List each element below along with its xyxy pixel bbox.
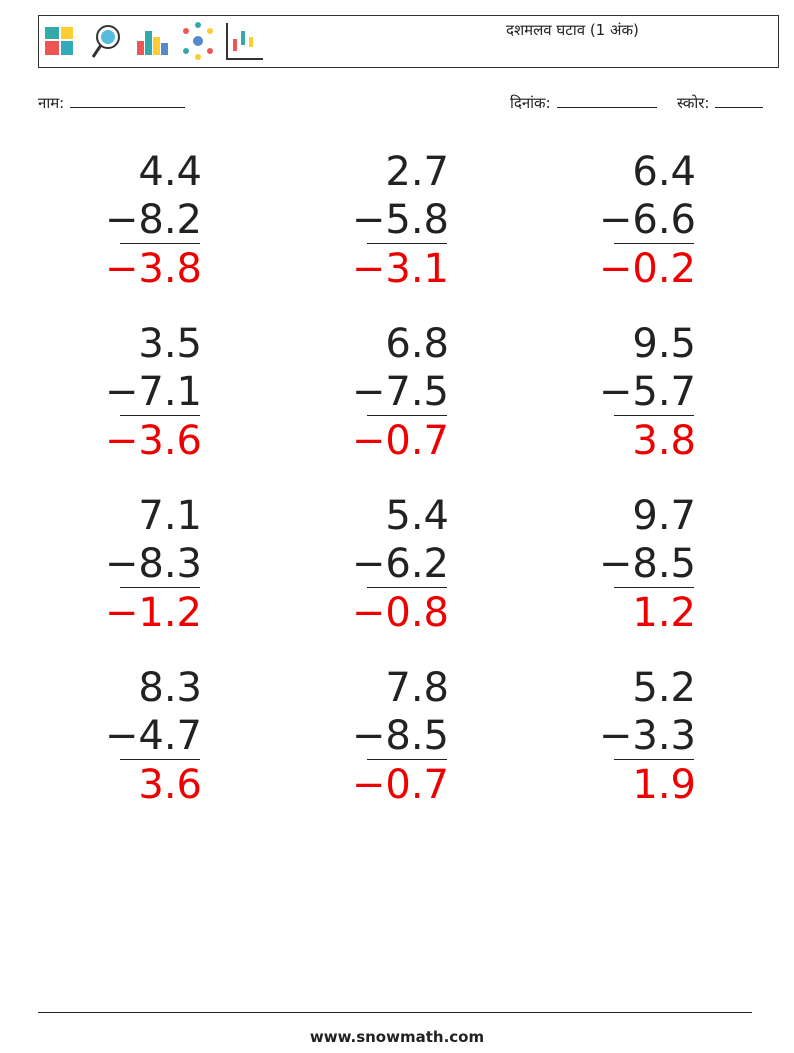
bottom-number: −7.1 <box>104 369 202 415</box>
answer: −0.7 <box>351 418 449 464</box>
footer-rule <box>38 1012 752 1013</box>
title: दशमलव घटाव (1 अंक) <box>470 20 639 40</box>
answer: −0.8 <box>351 590 449 636</box>
answer-rule <box>367 759 447 760</box>
top-number: 4.4 <box>138 149 202 195</box>
answer: −3.1 <box>351 246 449 292</box>
name-label: नाम: <box>38 94 65 112</box>
bottom-number: −5.7 <box>598 369 696 415</box>
blank <box>70 93 186 108</box>
answer-rule <box>614 415 694 416</box>
score-field: स्कोर: <box>677 93 764 113</box>
bottom-number: −6.6 <box>598 197 696 243</box>
blank <box>715 93 764 108</box>
top-number: 2.7 <box>385 149 449 195</box>
answer-rule <box>120 243 200 244</box>
answer-rule <box>367 415 447 416</box>
bottom-number: −5.8 <box>351 197 449 243</box>
footer: www.snowmath.com <box>309 1028 485 1046</box>
answer-rule <box>120 415 200 416</box>
answer-rule <box>120 587 200 588</box>
bottom-number: −8.5 <box>351 713 449 759</box>
answer: 3.8 <box>632 418 696 464</box>
answer: 1.2 <box>632 590 696 636</box>
icons <box>45 22 263 60</box>
top-number: 9.5 <box>632 321 696 367</box>
bottom-number: −8.5 <box>598 541 696 587</box>
top-number: 7.8 <box>385 665 449 711</box>
top-number: 6.4 <box>632 149 696 195</box>
answer-rule <box>614 587 694 588</box>
top-number: 3.5 <box>138 321 202 367</box>
answer-rule <box>614 759 694 760</box>
answer: −3.8 <box>104 246 202 292</box>
blank <box>556 93 657 108</box>
answer-rule <box>367 587 447 588</box>
score-label: स्कोर: <box>677 94 710 112</box>
top-number: 6.8 <box>385 321 449 367</box>
answer-rule <box>614 243 694 244</box>
answer: −0.2 <box>598 246 696 292</box>
answer: 1.9 <box>632 762 696 808</box>
answer-rule <box>120 759 200 760</box>
bottom-number: −8.3 <box>104 541 202 587</box>
bottom-number: −4.7 <box>104 713 202 759</box>
answer: −0.7 <box>351 762 449 808</box>
top-number: 5.4 <box>385 493 449 539</box>
date-field: दिनांक: <box>510 93 657 113</box>
top-number: 8.3 <box>138 665 202 711</box>
bottom-number: −7.5 <box>351 369 449 415</box>
bottom-number: −6.2 <box>351 541 449 587</box>
bottom-number: −8.2 <box>104 197 202 243</box>
bottom-number: −3.3 <box>598 713 696 759</box>
date-label: दिनांक: <box>510 94 551 112</box>
answer: −3.6 <box>104 418 202 464</box>
title-text: दशमलव घटाव (1 अंक) <box>506 21 639 39</box>
answer: −1.2 <box>104 590 202 636</box>
top-number: 9.7 <box>632 493 696 539</box>
name-field: नाम: <box>38 93 186 113</box>
top-number: 5.2 <box>632 665 696 711</box>
top-number: 7.1 <box>138 493 202 539</box>
answer-rule <box>367 243 447 244</box>
header-box <box>38 15 779 68</box>
answer: 3.6 <box>138 762 202 808</box>
